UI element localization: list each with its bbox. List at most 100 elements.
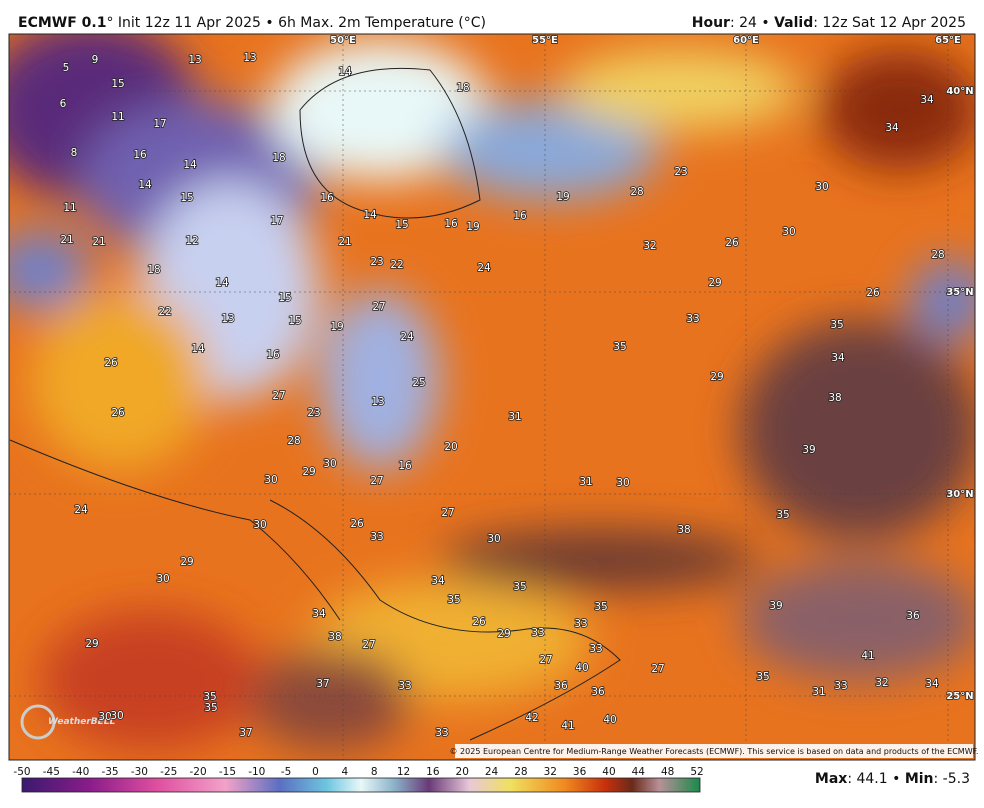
temperature-label: 14 — [191, 343, 205, 355]
temperature-label: 28 — [287, 435, 300, 447]
temperature-label: 27 — [370, 475, 383, 487]
temperature-label: 21 — [338, 236, 351, 248]
copyright-box — [455, 744, 973, 758]
temperature-label: 35 — [830, 319, 843, 331]
colorbar-tick-label: 20 — [456, 766, 469, 778]
temperature-label: 11 — [63, 202, 76, 214]
temperature-label: 30 — [253, 519, 266, 531]
temperature-label: 29 — [302, 466, 315, 478]
temperature-label: 31 — [508, 411, 521, 423]
temperature-label: 13 — [243, 52, 256, 64]
temperature-label: 41 — [561, 720, 574, 732]
temperature-label: 18 — [147, 264, 160, 276]
temperature-label: 35 — [594, 601, 607, 613]
temperature-label: 39 — [802, 444, 815, 456]
colorbar-tick-label: 24 — [485, 766, 499, 778]
temperature-label: 33 — [370, 531, 383, 543]
model: ECMWF 0.1 — [18, 15, 106, 31]
temperature-label: 16 — [266, 349, 280, 361]
temperature-label: 36 — [906, 610, 920, 622]
temperature-label: 15 — [111, 78, 124, 90]
temperature-label: 29 — [710, 371, 723, 383]
temperature-label: 15 — [395, 219, 408, 231]
temperature-label: 27 — [539, 654, 552, 666]
temperature-label: 24 — [74, 504, 88, 516]
temperature-label: 15 — [180, 192, 193, 204]
temperature-label: 8 — [71, 147, 78, 159]
temperature-label: 30 — [264, 474, 277, 486]
temperature-label: 37 — [316, 678, 329, 690]
colorbar-tick-label: 4 — [341, 766, 348, 778]
colorbar-tick-label: -45 — [43, 766, 60, 778]
temperature-label: 38 — [328, 631, 341, 643]
temperature-label: 5 — [63, 62, 70, 74]
logo-mark — [20, 704, 56, 740]
logo: WeatherBELL — [48, 717, 116, 727]
latitude-label: 30°N — [946, 489, 973, 500]
temperature-label: 9 — [92, 54, 99, 66]
longitude-label: 50°E — [330, 35, 356, 46]
temperature-label: 25 — [412, 377, 425, 389]
temperature-label: 18 — [272, 152, 285, 164]
temperature-label: 39 — [769, 600, 782, 612]
temperature-label: 34 — [831, 352, 845, 364]
longitude-label: 65°E — [935, 35, 961, 46]
temperature-label: 16 — [398, 460, 412, 472]
temperature-label: 35 — [613, 341, 626, 353]
temperature-label: 30 — [110, 710, 123, 722]
longitude-label: 55°E — [532, 35, 558, 46]
temperature-label: 22 — [390, 259, 403, 271]
temperature-label: 38 — [677, 524, 690, 536]
colorbar-tick-label: -10 — [248, 766, 265, 778]
temperature-label: 33 — [435, 727, 448, 739]
temperature-label: 30 — [487, 533, 500, 545]
hour-label: Hour — [692, 15, 730, 31]
temperature-label: 33 — [686, 313, 699, 325]
colorbar-tick-label: -25 — [160, 766, 177, 778]
temperature-label: 29 — [497, 628, 510, 640]
temperature-label: 17 — [153, 118, 166, 130]
temperature-label: 26 — [472, 616, 486, 628]
temperature-label: 34 — [925, 678, 939, 690]
temperature-label: 27 — [272, 390, 285, 402]
temperature-label: 19 — [556, 191, 569, 203]
temperature-label: 23 — [307, 407, 320, 419]
temperature-label: 35 — [204, 702, 217, 714]
footer-stats: Max: 44.1 • Min: -5.3 — [815, 771, 970, 787]
header-right: Hour: 24 • Valid: 12z Sat 12 Apr 2025 — [692, 15, 966, 31]
temperature-label: 33 — [531, 627, 544, 639]
temperature-label: 30 — [98, 711, 111, 723]
temperature-label: 36 — [591, 686, 605, 698]
colorbar-tick-label: 32 — [544, 766, 557, 778]
temperature-label: 24 — [400, 331, 414, 343]
temperature-label: 34 — [431, 575, 445, 587]
temperature-label: 40 — [603, 714, 616, 726]
colorbar-tick-label: -40 — [72, 766, 89, 778]
max-value: : 44.1 • — [847, 771, 900, 787]
temperature-label: 35 — [756, 671, 769, 683]
temperature-label: 16 — [320, 192, 334, 204]
colorbar — [21, 777, 701, 793]
min-label: Min — [905, 771, 934, 787]
temperature-label: 26 — [866, 287, 880, 299]
temperature-label: 30 — [323, 458, 336, 470]
colorbar-tick-label: -20 — [190, 766, 207, 778]
temperature-label: 22 — [158, 306, 171, 318]
temperature-label: 36 — [554, 680, 568, 692]
temperature-label: 41 — [861, 650, 874, 662]
temperature-label: 16 — [444, 218, 458, 230]
temperature-label: 27 — [651, 663, 664, 675]
colorbar-tick-label: -35 — [101, 766, 118, 778]
colorbar-tick-label: 48 — [661, 766, 674, 778]
temperature-label: 35 — [776, 509, 789, 521]
colorbar-tick-label: 12 — [397, 766, 410, 778]
temperature-label: 19 — [466, 221, 479, 233]
temperature-label: 32 — [643, 240, 656, 252]
description: ° Init 12z 11 Apr 2025 • 6h Max. 2m Temp… — [106, 15, 486, 31]
temperature-label: 29 — [708, 277, 721, 289]
temperature-label: 38 — [828, 392, 841, 404]
temperature-label: 35 — [447, 594, 460, 606]
temperature-label: 14 — [215, 277, 229, 289]
colorbar-tick-label: 28 — [514, 766, 527, 778]
